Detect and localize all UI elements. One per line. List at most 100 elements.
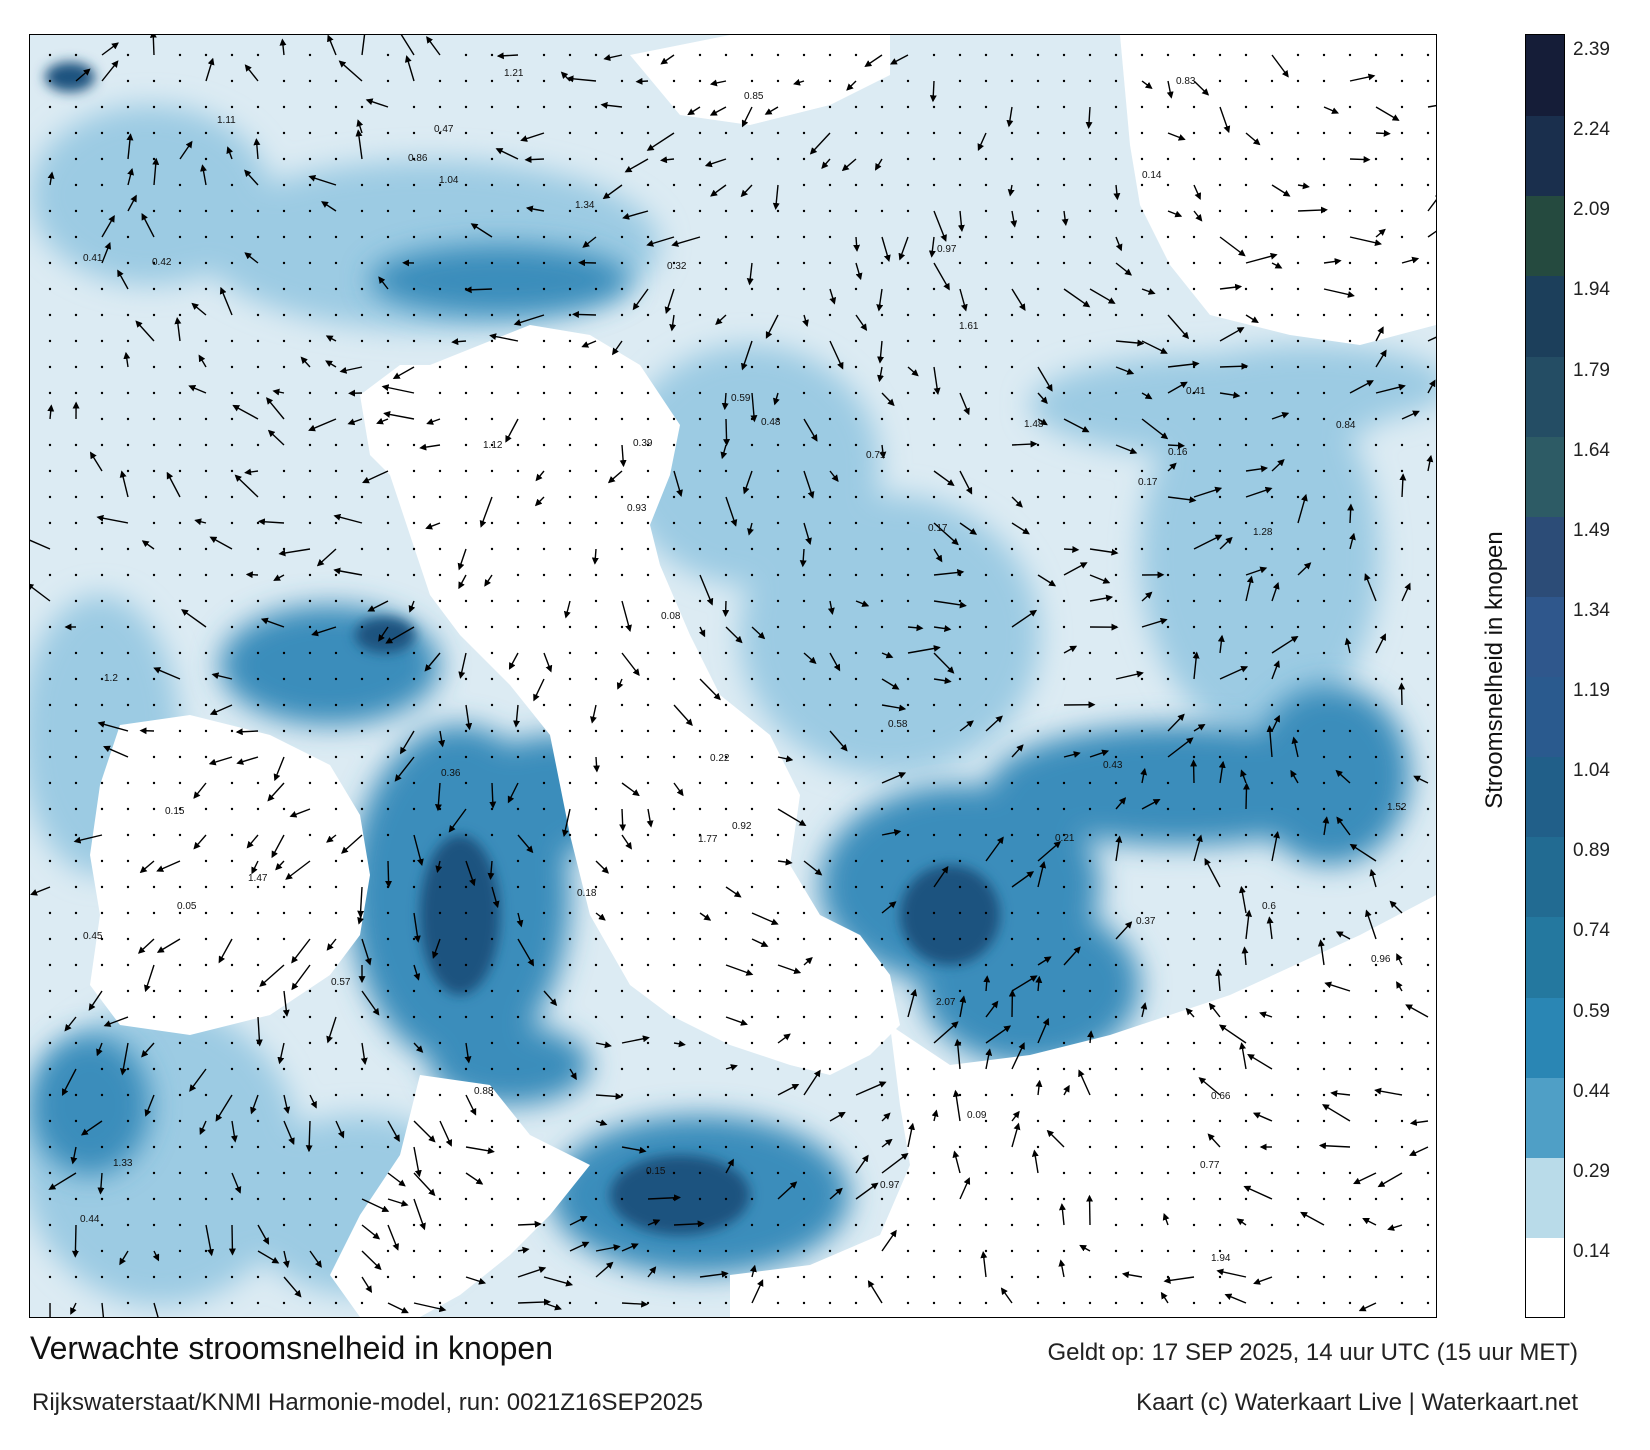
current-arrow (699, 1270, 729, 1278)
current-arrow (855, 1182, 879, 1200)
grid-dot (1322, 625, 1326, 629)
grid-dot (750, 1015, 754, 1019)
grid-dot (906, 105, 910, 109)
grid-dot (178, 963, 182, 967)
grid-dot (854, 339, 858, 343)
grid-dot (282, 547, 286, 551)
current-arrow (764, 106, 779, 115)
grid-dot (100, 1145, 104, 1149)
grid-dot (230, 1015, 234, 1019)
current-arrow (1297, 493, 1308, 524)
grid-dot (880, 131, 884, 135)
grid-dot (1244, 79, 1248, 83)
grid-dot (906, 313, 910, 317)
grid-dot (516, 547, 520, 551)
current-arrow (571, 310, 597, 318)
grid-dot (126, 677, 130, 681)
grid-dot (1348, 573, 1352, 577)
current-arrow (152, 1250, 160, 1262)
grid-dot (360, 651, 364, 655)
current-arrow (1011, 288, 1026, 311)
current-arrow (1089, 548, 1119, 556)
grid-dot (204, 703, 208, 707)
grid-dot (750, 781, 754, 785)
grid-dot (1192, 807, 1196, 811)
grid-dot (1322, 1301, 1326, 1305)
grid-dot (126, 391, 130, 395)
grid-dot (932, 911, 936, 915)
grid-dot (828, 1067, 832, 1071)
grid-dot (1114, 1197, 1118, 1201)
grid-dot (334, 157, 338, 161)
current-arrow (347, 418, 363, 426)
grid-dot (1114, 1041, 1118, 1045)
colorbar-tick-label: 1.64 (1573, 439, 1610, 461)
grid-dot (1296, 157, 1300, 161)
grid-dot (308, 755, 312, 759)
grid-dot (698, 131, 702, 135)
grid-dot (204, 235, 208, 239)
grid-dot (1348, 703, 1352, 707)
current-arrow (673, 1220, 705, 1228)
current-arrow (933, 677, 952, 685)
current-arrow (1344, 637, 1352, 654)
grid-dot (100, 1197, 104, 1201)
current-arrow (933, 600, 967, 609)
grid-dot (74, 469, 78, 473)
grid-dot (386, 183, 390, 187)
grid-dot (360, 729, 364, 733)
current-arrow (1115, 670, 1144, 680)
current-arrow (589, 704, 597, 724)
current-arrow (218, 938, 233, 964)
grid-dot (516, 391, 520, 395)
grid-dot (724, 287, 728, 291)
grid-dot (1114, 1119, 1118, 1123)
current-arrow (742, 470, 753, 495)
current-arrow (1236, 1218, 1247, 1226)
grid-dot (48, 677, 52, 681)
speed-value-label: 0.08 (661, 611, 681, 622)
current-arrow (1063, 288, 1091, 308)
grid-dot (126, 443, 130, 447)
grid-dot (256, 1301, 260, 1305)
current-arrow (1219, 391, 1241, 399)
grid-dot (1270, 625, 1274, 629)
grid-dot (1062, 391, 1066, 395)
current-arrow (1058, 1203, 1066, 1226)
current-arrow (484, 574, 493, 587)
grid-dot (100, 703, 104, 707)
grid-dot (490, 469, 494, 473)
current-arrow (311, 626, 337, 637)
map-title: Verwachte stroomsnelheid in knopen (30, 1330, 553, 1366)
current-arrow (1291, 736, 1299, 758)
grid-dot (1426, 859, 1430, 863)
grid-dot (1374, 495, 1378, 499)
colorbar-label: Stroomsnelheid in knopen (1481, 531, 1508, 809)
grid-dot (828, 417, 832, 421)
grid-dot (594, 105, 598, 109)
grid-dot (48, 131, 52, 135)
grid-dot (178, 235, 182, 239)
grid-dot (958, 157, 962, 161)
grid-dot (230, 781, 234, 785)
grid-dot (620, 1119, 624, 1123)
speed-value-label: 1.47 (248, 873, 268, 884)
grid-dot (334, 573, 338, 577)
current-arrow (933, 865, 949, 888)
current-arrow (365, 98, 389, 108)
grid-dot (334, 1067, 338, 1071)
current-arrow (508, 652, 519, 670)
grid-dot (1114, 1249, 1118, 1253)
grid-dot (672, 1093, 676, 1097)
current-arrow (543, 1276, 574, 1287)
grid-dot (1244, 547, 1248, 551)
grid-dot (438, 1041, 442, 1045)
grid-dot (152, 781, 156, 785)
colorbar-band (1526, 355, 1564, 437)
grid-dot (1166, 859, 1170, 863)
grid-dot (1010, 729, 1014, 733)
grid-dot (984, 53, 988, 57)
grid-dot (308, 729, 312, 733)
speed-value-label: 0.59 (731, 393, 751, 404)
grid-dot (282, 729, 286, 733)
